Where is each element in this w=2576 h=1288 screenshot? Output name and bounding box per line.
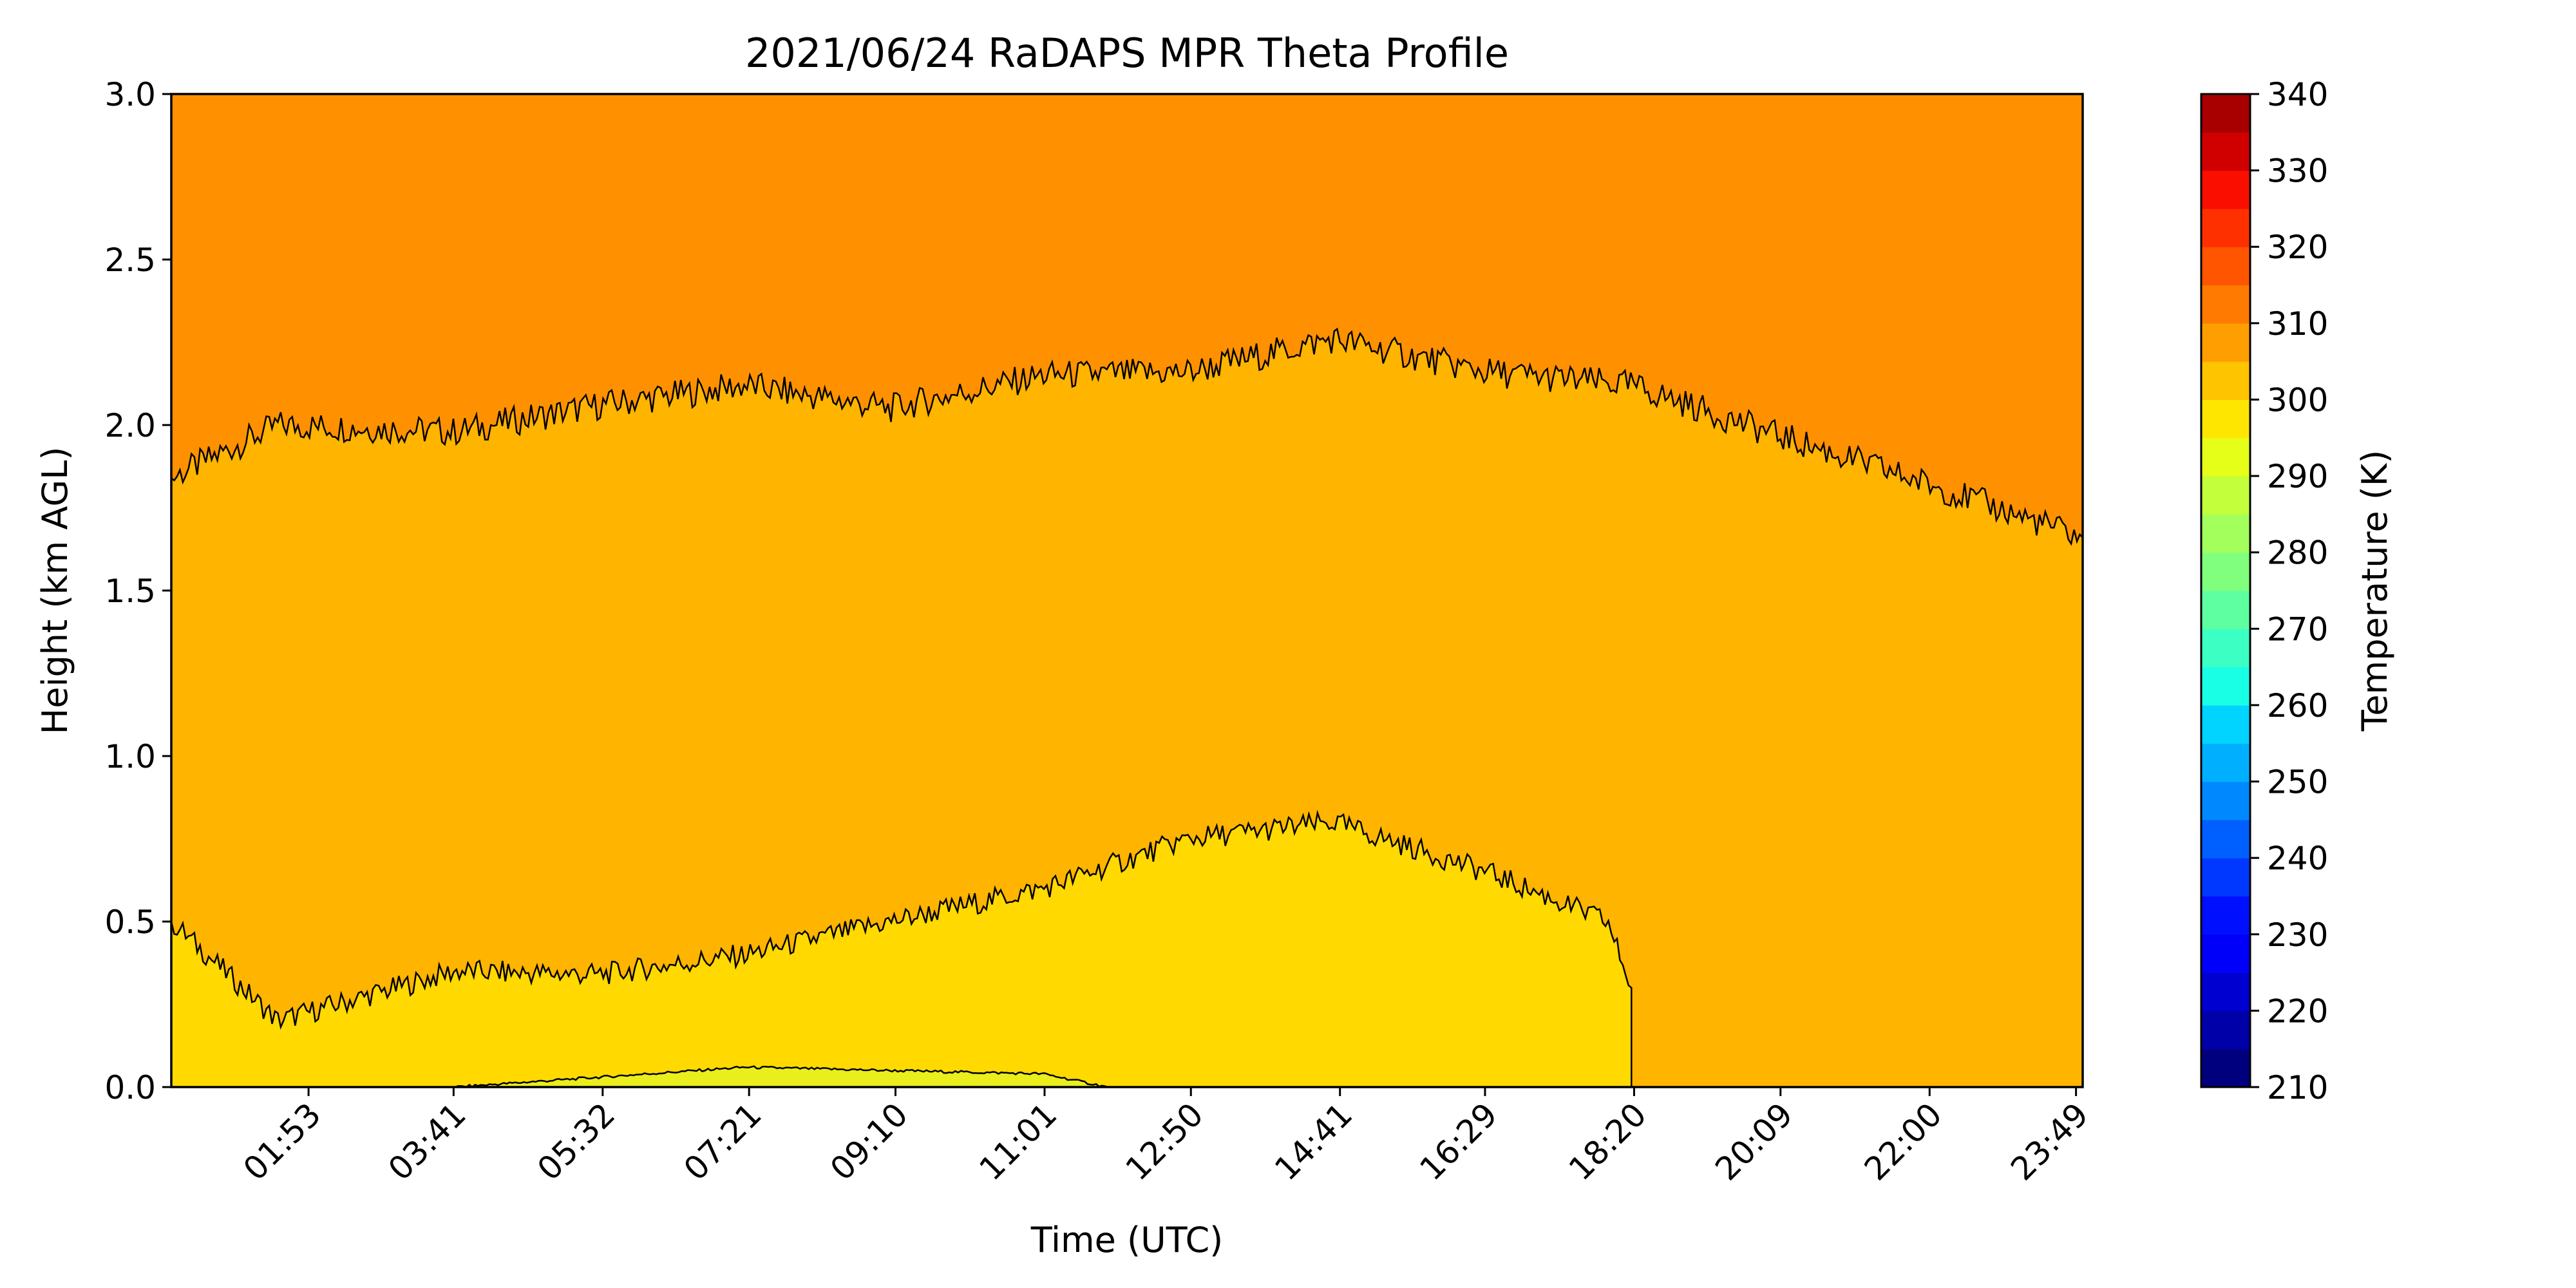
colorbar-segment <box>2201 170 2250 209</box>
chart-title: 2021/06/24 RaDAPS MPR Theta Profile <box>745 30 1509 77</box>
x-tick-label: 23:49 <box>2003 1095 2096 1188</box>
colorbar-tick-label: 290 <box>2267 458 2328 495</box>
x-tick-label: 11:01 <box>972 1095 1065 1188</box>
y-tick-label: 1.5 <box>104 573 156 610</box>
x-tick-label: 14:41 <box>1267 1095 1359 1188</box>
colorbar-tick-label: 340 <box>2267 76 2328 113</box>
colorbar-segment <box>2201 934 2250 973</box>
x-tick-label: 22:00 <box>1857 1095 1949 1188</box>
x-tick-label: 12:50 <box>1119 1095 1211 1188</box>
colorbar-tick-label: 230 <box>2267 916 2328 954</box>
colorbar-tick-label: 300 <box>2267 381 2328 419</box>
colorbar-segment <box>2201 629 2250 668</box>
colorbar-segment <box>2201 285 2250 324</box>
colorbar-tick-label: 260 <box>2267 687 2328 724</box>
layer-295-300 <box>171 810 1633 1087</box>
colorbar-segment <box>2201 94 2250 133</box>
colorbar-segment <box>2201 437 2250 477</box>
x-tick-label: 16:29 <box>1412 1095 1504 1188</box>
y-tick-label: 2.5 <box>104 242 156 279</box>
colorbar-tick-label: 240 <box>2267 840 2328 877</box>
colorbar-segment <box>2201 399 2250 439</box>
layer-305-310 <box>171 94 2083 546</box>
colorbar-frame <box>2200 93 2251 1088</box>
colorbar-segment <box>2201 705 2250 744</box>
colorbar-segment <box>2201 781 2250 820</box>
x-tick-label: 05:32 <box>530 1095 622 1188</box>
colorbar-segment <box>2201 323 2250 362</box>
colorbar-tick-label: 310 <box>2267 305 2328 343</box>
colorbar-segment <box>2201 896 2250 935</box>
colorbar-segment <box>2201 514 2250 553</box>
x-tick-label: 20:09 <box>1708 1095 1800 1188</box>
y-tick-label: 2.0 <box>104 407 156 444</box>
y-tick-label: 3.0 <box>104 76 156 113</box>
colorbar-tick-label: 330 <box>2267 153 2328 190</box>
colorbar-tick-label: 220 <box>2267 992 2328 1030</box>
colorbar-segment <box>2201 1010 2250 1050</box>
colorbar-segment <box>2201 591 2250 629</box>
x-tick-label: 07:21 <box>677 1095 769 1188</box>
colorbar-segment <box>2201 858 2250 897</box>
y-tick-label: 0.0 <box>104 1069 156 1106</box>
colorbar-segment <box>2201 552 2250 591</box>
colorbar-segment <box>2201 208 2250 247</box>
y-tick-label: 0.5 <box>104 904 156 941</box>
colorbar-label: Temperature (K) <box>2354 450 2395 732</box>
colorbar-segment <box>2201 743 2250 782</box>
colorbar-segment <box>2201 476 2250 515</box>
x-axis: 01:53 03:41 05:32 07:21 09:10 11:01 12:50 14:41… <box>236 1087 2096 1188</box>
y-tick-label: 1.0 <box>104 738 156 775</box>
colorbar-tick-label: 320 <box>2267 229 2328 266</box>
x-tick-label: 03:41 <box>381 1095 473 1188</box>
colorbar-segment <box>2201 972 2250 1011</box>
colorbar-tick-label: 280 <box>2267 535 2328 572</box>
x-tick-label: 09:10 <box>823 1095 915 1188</box>
colorbar-segment <box>2201 132 2250 171</box>
x-axis-label: Time (UTC) <box>1030 1220 1224 1260</box>
layer-290-295 <box>454 1065 1108 1087</box>
colorbar-segment <box>2201 819 2250 858</box>
plot-area <box>171 94 2083 1087</box>
y-axis: 0.0 0.5 1.0 1.5 2.0 2.5 3.0 <box>104 76 171 1106</box>
colorbar-tick-label: 250 <box>2267 764 2328 801</box>
colorbar-segment <box>2201 667 2250 706</box>
x-tick-label: 01:53 <box>236 1095 328 1188</box>
colorbar-tick-label: 270 <box>2267 611 2328 648</box>
colorbar-segment <box>2201 247 2250 286</box>
colorbar-segment <box>2201 1048 2250 1088</box>
colorbar-segment <box>2201 361 2250 401</box>
colorbar-tick-label: 210 <box>2267 1069 2328 1106</box>
y-axis-label: Height (km AGL) <box>35 447 75 735</box>
x-tick-label: 18:20 <box>1562 1095 1654 1188</box>
colorbar: 210 220 230 240 250 260 270 280 290 300 310 320 330 3… <box>2200 76 2328 1106</box>
